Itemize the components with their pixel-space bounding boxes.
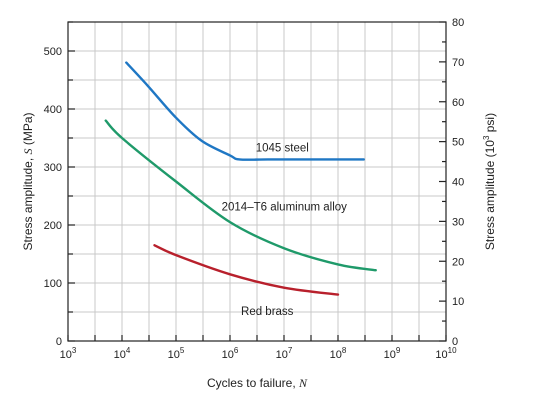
x-tick-label: 105: [168, 346, 185, 361]
x-tick-label: 103: [60, 346, 77, 361]
y-tick-label-right: 40: [452, 177, 464, 189]
series-label-aluminum-alloy: 2014–T6 aluminum alloy: [222, 202, 348, 214]
x-tick-label: 108: [330, 346, 347, 361]
y-tick-label-right: 70: [452, 57, 464, 69]
x-axis-label: Cycles to failure, N: [207, 376, 308, 390]
y-tick-label-right: 20: [452, 256, 464, 268]
series-line-red-brass: [153, 244, 340, 296]
series-label-1045-steel: 1045 steel: [256, 142, 309, 154]
y-tick-label-left: 100: [44, 278, 62, 290]
y-axis-left-label: Stress amplitude, S (MPa): [21, 112, 35, 250]
y-tick-label-left: 500: [44, 46, 62, 58]
y-tick-label-left: 0: [56, 336, 62, 348]
x-tick-label: 104: [114, 346, 131, 361]
tick-labels: 103 104 105 106 107 108 109 1010010020030040050…: [44, 17, 465, 361]
y-tick-label-right: 80: [452, 17, 464, 29]
y-tick-label-right: 30: [452, 216, 464, 228]
y-tick-label-right: 50: [452, 137, 464, 149]
y-axis-right-label: Stress amplitude (103 psi): [482, 113, 497, 250]
x-tick-label: 109: [384, 346, 401, 361]
y-tick-label-right: 10: [452, 296, 464, 308]
series-label-red-brass: Red brass: [241, 306, 294, 318]
series-lines: [104, 61, 377, 296]
y-tick-label-left: 200: [44, 220, 62, 232]
series-line-1045-steel: [125, 61, 365, 161]
y-tick-label-right: 0: [452, 336, 458, 348]
axis-ticks: [67, 21, 447, 342]
y-tick-label-left: 400: [44, 104, 62, 116]
grid: [67, 21, 447, 342]
x-tick-label: 1010: [435, 346, 457, 361]
y-tick-label-right: 60: [452, 97, 464, 109]
series-line-aluminum-alloy: [104, 119, 377, 272]
x-tick-label: 107: [276, 346, 293, 361]
x-tick-label: 106: [222, 346, 239, 361]
y-tick-label-left: 300: [44, 162, 62, 174]
